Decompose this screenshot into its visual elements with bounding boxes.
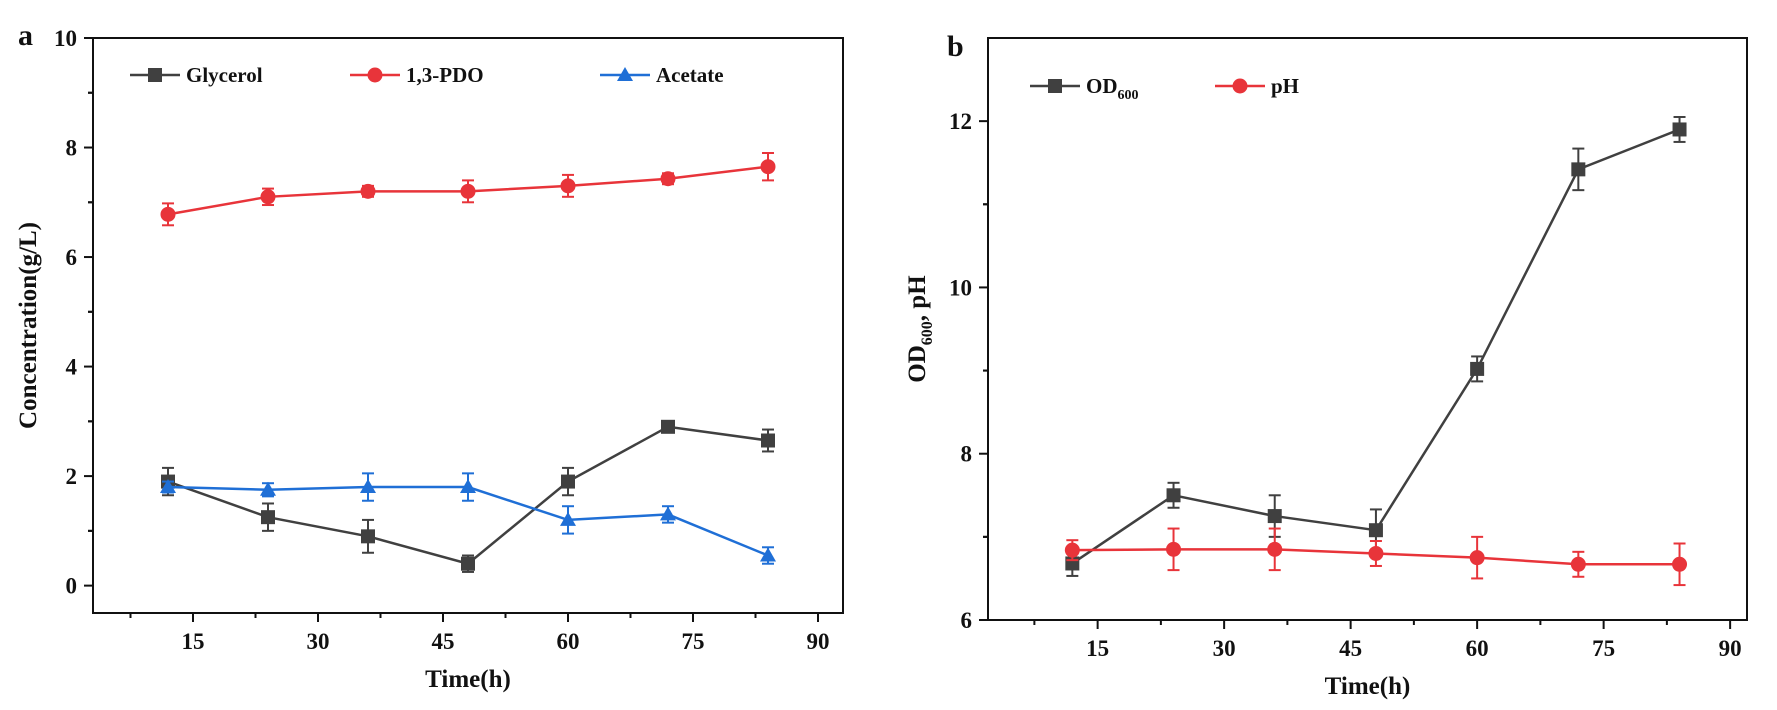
data-point <box>560 511 576 526</box>
x-axis-label: Time(h) <box>1325 673 1411 700</box>
data-point <box>560 178 576 194</box>
data-point <box>360 183 376 199</box>
data-point <box>1570 556 1586 572</box>
x-axis-label: Time(h) <box>425 666 511 693</box>
legend-label-main: OD <box>1086 74 1118 98</box>
legend-entry: Acetate <box>600 63 724 87</box>
panel-label: b <box>947 30 964 63</box>
y-axis-label: Concentration(g/L) <box>15 222 42 429</box>
legend-label: OD600 <box>1086 74 1139 103</box>
legend-label: Glycerol <box>186 63 263 87</box>
y-tick-label: 8 <box>66 136 78 161</box>
data-point <box>460 479 476 494</box>
data-point <box>1470 361 1485 376</box>
x-tick-label: 90 <box>807 629 830 654</box>
legend-label: pH <box>1271 74 1299 98</box>
data-point <box>460 183 476 199</box>
x-tick-label: 15 <box>1086 636 1109 661</box>
data-point <box>660 171 676 187</box>
data-point <box>1368 545 1384 561</box>
data-point <box>360 479 376 494</box>
data-point <box>261 510 275 525</box>
chart-panel-a: 15 30 45 60 75 90 0 2 4 6 8 10 Time(h) Concentration(… <box>15 19 844 693</box>
x-tick-label: 60 <box>557 629 580 654</box>
panel-label: a <box>18 19 33 52</box>
x-tick-label: 75 <box>682 629 705 654</box>
x-tick-label: 30 <box>307 629 330 654</box>
legend-label: 1,3-PDO <box>406 63 484 87</box>
data-point <box>260 481 276 496</box>
y-tick-label: 12 <box>949 109 972 134</box>
x-tick-label: 45 <box>432 629 455 654</box>
data-point <box>660 506 676 521</box>
data-point <box>1469 550 1485 566</box>
legend-marker <box>1048 79 1062 93</box>
data-point <box>361 529 375 544</box>
y-axis-label-subscript: 600 <box>919 321 936 345</box>
data-point <box>761 433 775 448</box>
data-point <box>160 479 176 494</box>
data-point <box>1064 542 1080 558</box>
x-tick-label: 60 <box>1466 636 1489 661</box>
y-tick-label: 4 <box>66 355 78 380</box>
legend-marker <box>367 67 383 83</box>
legend-entry: 1,3-PDO <box>350 63 484 87</box>
legend-entry: OD600 <box>1030 74 1139 103</box>
y-tick-label: 10 <box>54 26 77 51</box>
data-point <box>1571 162 1586 177</box>
data-point <box>760 159 776 175</box>
y-axis-label-main: OD <box>904 345 931 383</box>
legend-entry: pH <box>1215 74 1299 98</box>
series-line <box>1071 128 1680 565</box>
y-tick-label: 6 <box>66 245 78 270</box>
data-point <box>1368 523 1383 538</box>
x-tick-label: 45 <box>1339 636 1362 661</box>
legend-marker <box>1232 78 1248 94</box>
x-tick-label: 90 <box>1719 636 1742 661</box>
data-point <box>1672 122 1687 137</box>
series-1-3-pdo <box>160 152 776 227</box>
legend-label-subscript: 600 <box>1118 88 1139 103</box>
data-point <box>1672 556 1688 572</box>
data-point <box>561 474 575 489</box>
y-axis-label-tail: , pH <box>904 275 931 321</box>
x-tick-label: 30 <box>1213 636 1236 661</box>
series-od <box>1065 115 1687 577</box>
y-tick-label: 8 <box>961 442 973 467</box>
x-tick-label: 15 <box>182 629 205 654</box>
series-glycerol <box>161 419 775 573</box>
series-ph <box>1064 527 1688 587</box>
data-point <box>1166 541 1182 557</box>
x-tick-label: 75 <box>1592 636 1615 661</box>
legend-entry: Glycerol <box>130 63 263 87</box>
data-point <box>760 547 776 562</box>
plot-frame <box>92 37 844 614</box>
data-point <box>160 206 176 222</box>
data-point <box>260 189 276 205</box>
y-tick-label: 0 <box>66 574 78 599</box>
plot-frame <box>987 37 1748 621</box>
y-tick-label: 2 <box>66 464 78 489</box>
data-point <box>1267 509 1282 524</box>
series-acetate <box>160 472 776 565</box>
legend-marker <box>617 67 633 81</box>
data-point <box>1166 488 1181 503</box>
y-tick-label: 10 <box>949 275 972 300</box>
legend-marker <box>148 68 162 82</box>
data-point <box>1267 541 1283 557</box>
data-point <box>461 556 475 571</box>
y-axis-label: OD600, pH <box>904 275 936 383</box>
y-tick-label: 6 <box>961 608 973 633</box>
data-point <box>661 419 675 434</box>
legend-label: Acetate <box>656 63 724 87</box>
